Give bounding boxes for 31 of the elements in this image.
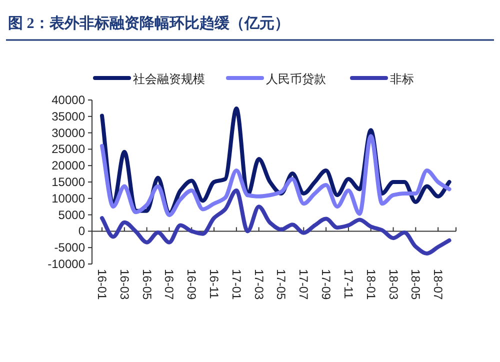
y-tick-label: 15000 [52, 175, 86, 189]
x-tick-label: 16-03 [117, 269, 132, 300]
x-tick-label: 16-09 [184, 269, 199, 300]
x-tick-label: 17-07 [296, 269, 311, 300]
x-tick-label: 17-01 [229, 269, 244, 300]
x-tick-label: 16-11 [207, 269, 222, 300]
x-tick-label: 16-07 [162, 269, 176, 300]
x-tick-label: 17-03 [252, 269, 266, 300]
x-tick-label: 18-05 [408, 269, 423, 300]
legend-label: 人民币贷款 [266, 72, 326, 86]
x-tick-label: 17-05 [274, 269, 288, 300]
y-tick-label: 5000 [58, 208, 86, 222]
x-tick-label: 16-05 [140, 269, 154, 300]
y-tick-label: -5000 [54, 240, 86, 255]
x-tick-label: 18-01 [364, 269, 378, 300]
x-tick-label: 17-09 [319, 269, 334, 300]
x-tick-label: 18-07 [431, 269, 446, 300]
y-tick-label: 20000 [52, 158, 86, 173]
y-tick-label: 30000 [52, 126, 86, 140]
y-tick-label: 35000 [52, 109, 86, 124]
x-tick-label: 16-01 [95, 269, 109, 300]
legend-label: 非标 [390, 72, 414, 86]
title: 图 2：表外非标融资降幅环比趋缓（亿元） [8, 16, 290, 32]
y-tick-label: 10000 [52, 191, 86, 206]
x-tick-label: 18-03 [386, 269, 400, 300]
y-tick-label: 0 [78, 224, 86, 238]
y-tick-label: -10000 [48, 257, 86, 271]
y-tick-label: 25000 [52, 142, 86, 156]
legend-label: 社会融资规模 [133, 72, 205, 86]
y-tick-label: 40000 [52, 93, 86, 107]
x-tick-label: 17-11 [341, 269, 356, 300]
